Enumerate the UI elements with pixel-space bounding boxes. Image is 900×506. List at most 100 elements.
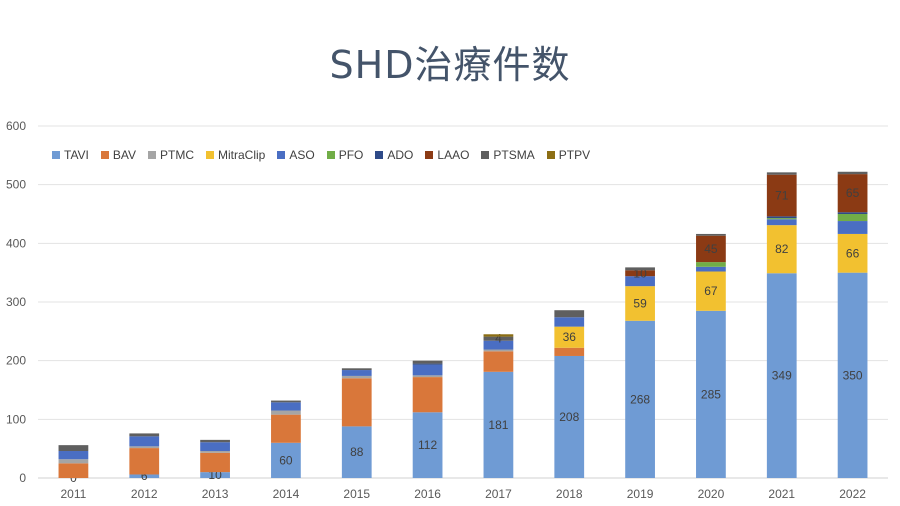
x-tick-label: 2011	[61, 487, 87, 501]
bar-segment-tavi	[837, 272, 868, 478]
bar-segment-ptmc	[129, 446, 160, 449]
bar-segment-bav	[200, 452, 230, 473]
bar-segment-ptsma	[483, 336, 514, 341]
legend-swatch	[546, 151, 555, 159]
y-tick-label: 200	[6, 354, 26, 368]
y-tick-label: 300	[6, 295, 26, 309]
bar-segment-ptsma	[625, 267, 655, 271]
x-tick-label: 2015	[343, 487, 370, 501]
bar-segment-aso	[58, 451, 89, 460]
bar-segment-laao	[837, 174, 868, 213]
bar-segment-tavi	[625, 320, 655, 478]
page-title: SHD治療件数	[329, 43, 571, 87]
x-tick-label: 2012	[131, 487, 158, 501]
bar-segment-bav	[483, 351, 514, 372]
bar-segment-ptmc	[412, 375, 443, 378]
bar-segment-tavi	[766, 273, 797, 478]
x-tick-label: 2017	[485, 487, 512, 501]
legend-swatch	[277, 151, 286, 159]
bar-segment-ptsma	[271, 400, 301, 403]
bar-segment-mitraclip	[837, 233, 868, 273]
bar-segment-tavi	[412, 412, 443, 478]
x-tick-label: 2021	[768, 487, 795, 501]
bar-segment-bav	[341, 378, 372, 427]
x-tick-label: 2018	[556, 487, 583, 501]
bar-segment-pfo	[766, 218, 797, 220]
bar-segment-ptmc	[341, 375, 372, 379]
legend-item: ADO	[375, 148, 413, 162]
bar-segment-aso	[625, 276, 655, 287]
bar-segment-ado	[766, 216, 797, 219]
data-label: 82	[775, 242, 789, 256]
bar-segment-mitraclip	[696, 271, 726, 311]
legend-label: ADO	[387, 148, 414, 162]
data-label: 4	[495, 332, 502, 346]
bar-segment-ptsma	[412, 360, 443, 364]
legend-swatch	[148, 151, 157, 159]
data-label: 45	[704, 242, 718, 256]
bar-segment-aso	[554, 317, 585, 327]
x-tick-label: 2020	[698, 487, 725, 501]
bar-segment-bav	[58, 463, 89, 478]
data-label: 112	[418, 438, 437, 452]
bar-segment-ptsma	[837, 171, 868, 175]
legend-label: LAAO	[437, 148, 470, 162]
bar-segment-aso	[766, 219, 797, 226]
legend-item: PTMC	[148, 148, 194, 162]
y-tick-label: 600	[6, 119, 26, 133]
data-label: 208	[559, 410, 579, 424]
legend-item: ASO	[277, 148, 315, 162]
bar-segment-mitraclip	[625, 286, 655, 321]
data-label: 268	[630, 392, 650, 406]
legend-item: TAVI	[52, 148, 89, 162]
bar-segment-tavi	[554, 355, 585, 478]
data-label: 65	[846, 186, 860, 200]
legend-label: PTMC	[160, 148, 195, 162]
bar-segment-ptmc	[271, 410, 301, 415]
legend-label: MitraClip	[218, 148, 266, 162]
bar-segment-ptmc	[58, 459, 89, 464]
data-label: 67	[704, 284, 718, 298]
bar-segment-aso	[412, 364, 443, 376]
legend-swatch	[206, 151, 215, 159]
y-tick-label: 500	[6, 178, 26, 192]
bar-segment-ptpv	[483, 334, 514, 337]
data-label: 6	[141, 469, 148, 483]
bar-segment-aso	[200, 442, 230, 452]
bar-segment-aso	[483, 340, 514, 350]
legend-label: PFO	[338, 148, 364, 162]
y-tick-label: 400	[6, 236, 26, 250]
legend-swatch	[481, 151, 490, 159]
bar-segment-aso	[129, 436, 160, 447]
bar-segment-ado	[412, 363, 443, 365]
bar-segment-pfo	[837, 214, 868, 222]
bar-segment-bav	[412, 377, 443, 413]
bar-segment-tavi	[696, 310, 726, 478]
data-label: 181	[488, 418, 508, 432]
bar-segment-bav	[271, 414, 301, 443]
bar-segment-ptsma	[696, 233, 726, 236]
data-label: 66	[846, 246, 860, 260]
legend-label: ASO	[289, 148, 315, 162]
y-tick-label: 100	[6, 412, 26, 426]
bar-segment-ptmc	[483, 349, 514, 352]
bar-segment-ptsma	[129, 433, 160, 437]
bar-segment-pfo	[696, 262, 726, 267]
bar-segment-tavi	[341, 426, 372, 478]
chart-legend: TAVI BAV PTMC MitraClip ASO PFO ADO LAAO PTSMA PT…	[52, 148, 590, 162]
x-tick-label: 2022	[839, 487, 866, 501]
bar-segment-mitraclip	[554, 326, 585, 348]
bar-segment-bav	[129, 448, 160, 475]
bar-segment-ptsma	[200, 439, 230, 443]
bar-segment-laao	[696, 235, 726, 263]
legend-item: LAAO	[425, 148, 469, 162]
bar-segment-aso	[837, 221, 868, 234]
legend-swatch	[375, 151, 384, 159]
legend-item: BAV	[100, 148, 136, 162]
x-tick-label: 2013	[202, 487, 229, 501]
bar-segment-bav	[554, 347, 585, 356]
x-tick-label: 2014	[273, 487, 300, 501]
legend-item: PTSMA	[481, 148, 535, 162]
bar-segment-ptsma	[554, 310, 585, 318]
legend-label: TAVI	[64, 148, 89, 162]
